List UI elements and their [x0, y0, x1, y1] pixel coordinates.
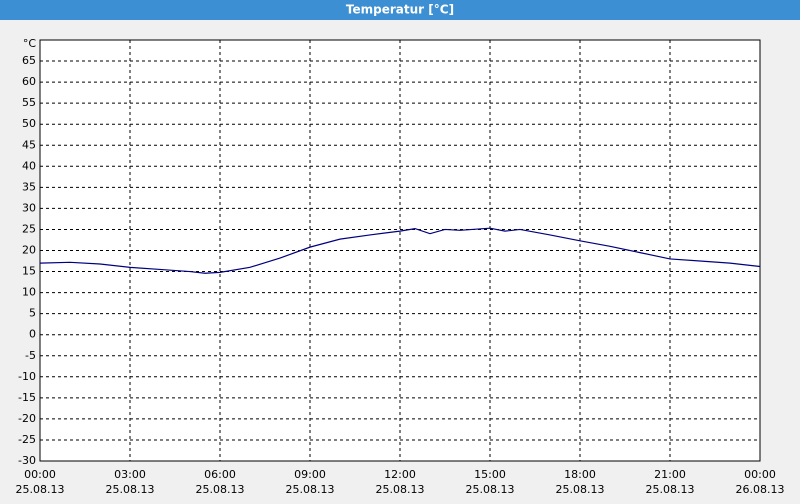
- x-tick-label: 00:00: [744, 468, 776, 481]
- x-tick-label: 25.08.13: [376, 483, 425, 496]
- y-tick-label: 0: [29, 328, 36, 341]
- y-tick-label: 35: [22, 180, 36, 193]
- y-tick-label: 55: [22, 96, 36, 109]
- y-tick-label: 10: [22, 286, 36, 299]
- y-tick-label: 25: [22, 222, 36, 235]
- y-tick-label: 40: [22, 159, 36, 172]
- x-tick-label: 06:00: [204, 468, 236, 481]
- x-tick-label: 18:00: [564, 468, 596, 481]
- x-tick-label: 15:00: [474, 468, 506, 481]
- y-tick-label: -5: [25, 349, 36, 362]
- x-tick-label: 25.08.13: [646, 483, 695, 496]
- y-tick-label: 15: [22, 265, 36, 278]
- y-tick-label: 50: [22, 117, 36, 130]
- chart-title: Temperatur [°C]: [346, 3, 454, 17]
- x-tick-label: 00:00: [24, 468, 56, 481]
- y-tick-label: 45: [22, 138, 36, 151]
- x-tick-label: 12:00: [384, 468, 416, 481]
- y-tick-label: 30: [22, 201, 36, 214]
- x-tick-label: 25.08.13: [466, 483, 515, 496]
- x-tick-label: 25.08.13: [196, 483, 245, 496]
- data-line: [39, 227, 761, 274]
- y-tick-label: 20: [22, 244, 36, 257]
- x-tick-label: 21:00: [654, 468, 686, 481]
- x-tick-label: 25.08.13: [286, 483, 335, 496]
- y-tick-label: -15: [18, 391, 36, 404]
- x-tick-label: 03:00: [114, 468, 146, 481]
- y-tick-label: 5: [29, 307, 36, 320]
- x-tick-label: 25.08.13: [106, 483, 155, 496]
- x-tick-label: 25.08.13: [16, 483, 65, 496]
- plot-border: [39, 39, 761, 462]
- title-bar: [0, 0, 800, 20]
- y-tick-label: -25: [18, 433, 36, 446]
- y-tick-label: -30: [18, 454, 36, 467]
- y-tick-label: -20: [18, 412, 36, 425]
- y-tick-label: -10: [18, 370, 36, 383]
- x-tick-label: 26.08.13: [736, 483, 785, 496]
- y-tick-label: 65: [22, 54, 36, 67]
- y-unit: °C: [23, 37, 37, 50]
- x-tick-label: 09:00: [294, 468, 326, 481]
- y-tick-label: 60: [22, 75, 36, 88]
- x-tick-label: 25.08.13: [556, 483, 605, 496]
